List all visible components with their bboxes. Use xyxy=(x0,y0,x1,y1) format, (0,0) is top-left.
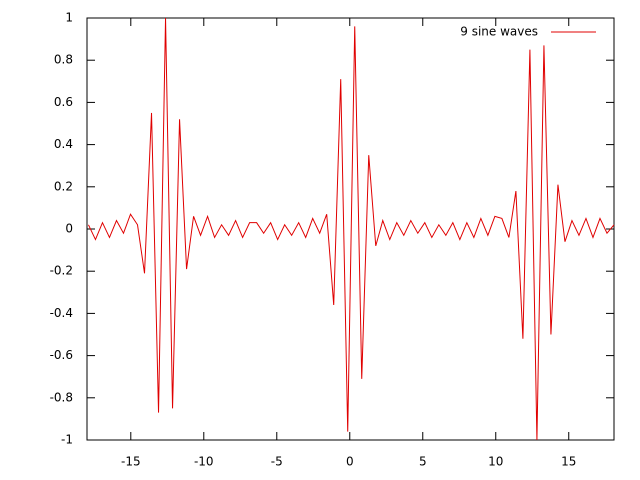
x-tick-label: 10 xyxy=(488,455,503,469)
plot-border xyxy=(86,17,615,441)
y-tick-label: 1 xyxy=(65,11,73,25)
y-tick-label: 0.2 xyxy=(54,179,73,193)
y-tick-label: -1 xyxy=(61,433,73,447)
y-tick-label: -0.8 xyxy=(50,390,73,404)
y-tick-label: -0.4 xyxy=(50,306,73,320)
y-tick-label: 0 xyxy=(65,222,73,236)
y-tick-label: 0.6 xyxy=(54,95,73,109)
x-tick-label: -10 xyxy=(194,455,214,469)
x-tick-label: 0 xyxy=(346,455,354,469)
y-tick-label: 0.8 xyxy=(54,53,73,67)
x-tick-label: 5 xyxy=(419,455,427,469)
y-tick-label: -0.6 xyxy=(50,348,73,362)
line-series xyxy=(88,17,615,441)
x-tick-label: 15 xyxy=(561,455,576,469)
y-tick-label: 0.4 xyxy=(54,137,73,151)
y-tick-label: -0.2 xyxy=(50,264,73,278)
legend-label: 9 sine waves xyxy=(460,25,538,39)
x-tick-label: -15 xyxy=(121,455,141,469)
x-tick-label: -5 xyxy=(271,455,283,469)
